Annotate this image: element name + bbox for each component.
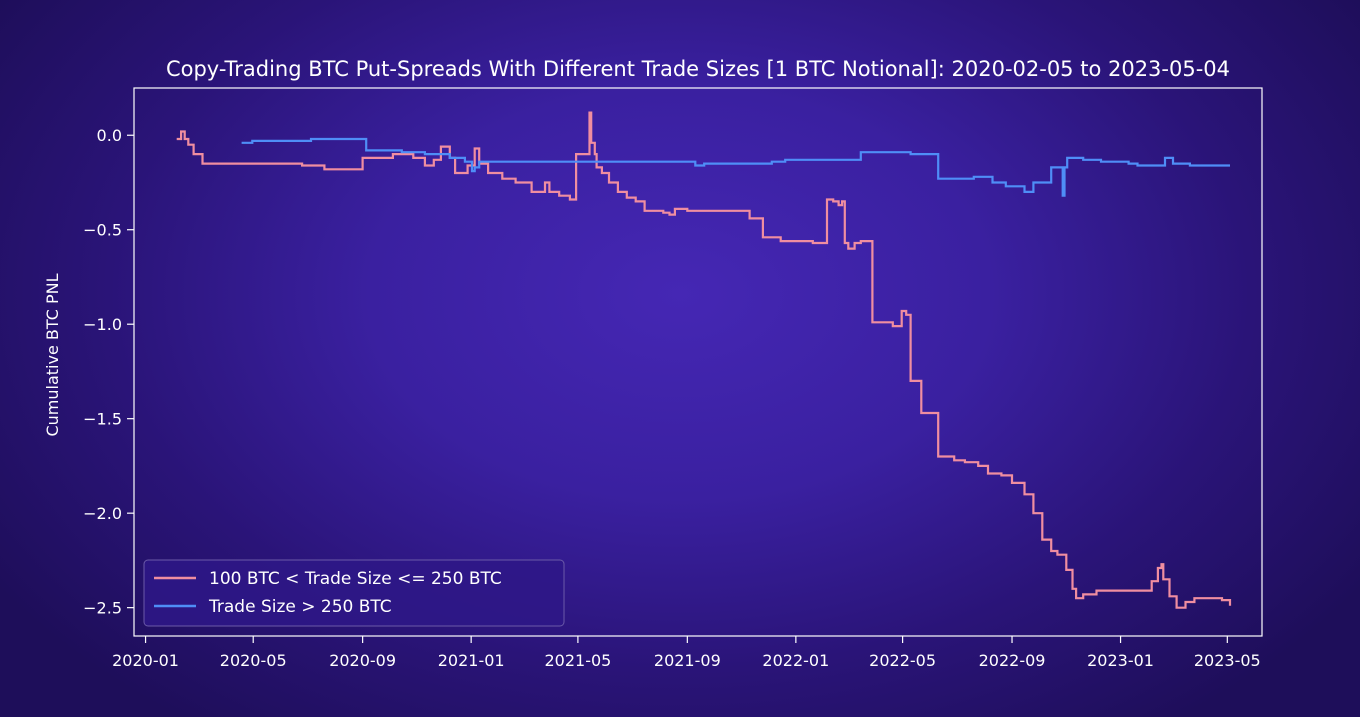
x-tick-label: 2022-01 — [762, 651, 829, 670]
x-tick-label: 2020-05 — [220, 651, 287, 670]
y-tick-label: −0.5 — [83, 221, 122, 240]
chart-title: Copy-Trading BTC Put-Spreads With Differ… — [166, 57, 1230, 81]
x-tick-label: 2021-05 — [544, 651, 611, 670]
y-tick-label: 0.0 — [97, 126, 122, 145]
series-line-2 — [241, 137, 1230, 197]
legend-label-series-2: Trade Size > 250 BTC — [208, 597, 392, 617]
x-tick-label: 2021-09 — [654, 651, 721, 670]
legend-box — [143, 559, 565, 627]
x-tick-label: 2021-01 — [438, 651, 505, 670]
x-tick-label: 2020-09 — [329, 651, 396, 670]
y-axis: 0.0 −0.5 −1.0 −1.5 −2.0 −2.5 — [83, 126, 134, 618]
y-tick-label: −2.5 — [83, 599, 122, 618]
x-tick-label: 2023-05 — [1194, 651, 1261, 670]
plot-lines — [176, 111, 1232, 609]
y-tick-label: −2.0 — [83, 504, 122, 523]
x-tick-label: 2023-01 — [1087, 651, 1154, 670]
plot-area-frame — [133, 87, 1263, 637]
legend: 100 BTC < Trade Size <= 250 BTC Trade Si… — [143, 559, 565, 627]
y-axis-label: Cumulative BTC PNL — [43, 273, 62, 436]
x-tick-label: 2020-01 — [112, 651, 179, 670]
y-tick-label: −1.0 — [83, 315, 122, 334]
x-axis: 2020-01 2020-05 2020-09 2021-01 2021-05 2021-… — [112, 636, 1261, 670]
series-line-1 — [176, 111, 1232, 609]
x-tick-label: 2022-05 — [869, 651, 936, 670]
y-tick-label: −1.5 — [83, 410, 122, 429]
legend-label-series-1: 100 BTC < Trade Size <= 250 BTC — [209, 569, 502, 589]
x-tick-label: 2022-09 — [979, 651, 1046, 670]
